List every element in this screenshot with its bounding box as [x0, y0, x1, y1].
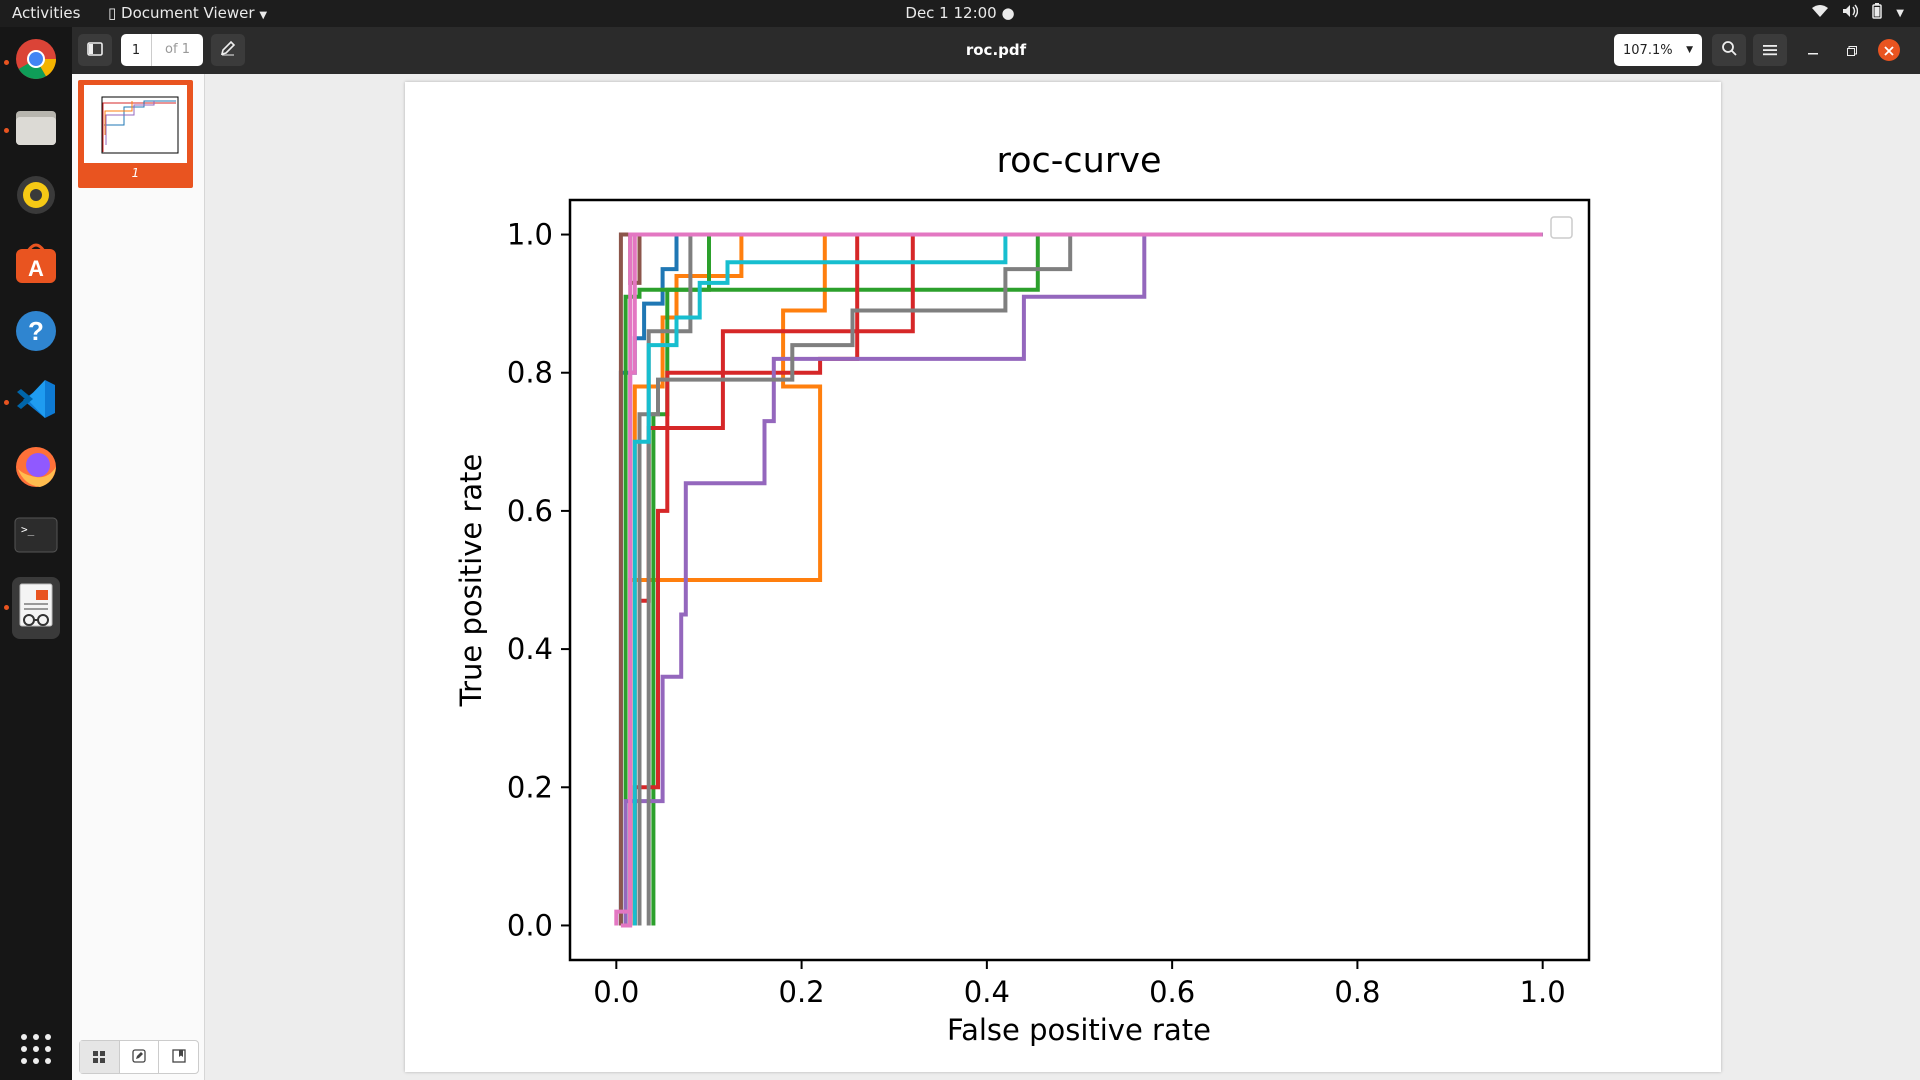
minimize-icon	[1808, 41, 1818, 60]
dock-chrome[interactable]	[12, 37, 60, 85]
roc-series-line	[620, 232, 1543, 928]
sidebar-mode-switcher	[79, 1040, 199, 1074]
sidebar-icon	[87, 41, 103, 60]
y-tick-label: 1.0	[507, 218, 553, 252]
pdf-page: roc-curve 0.0 0.2 0.4 0.6 0.8 1.0 0.0 0.2 0.4 0.…	[405, 82, 1721, 1072]
dock-firefox[interactable]	[12, 445, 60, 493]
roc-series-line	[628, 232, 1543, 926]
svg-text:>_: >_	[21, 523, 35, 536]
vscode-icon	[15, 378, 57, 424]
system-tray[interactable]: ▼	[1812, 3, 1904, 23]
chevron-down-icon: ▼	[259, 10, 268, 21]
firefox-icon	[14, 445, 58, 493]
app-menu-label: Document Viewer	[121, 4, 255, 22]
annotate-button[interactable]	[211, 34, 245, 66]
y-tick-label: 0.0	[507, 908, 553, 942]
hamburger-icon	[1763, 41, 1777, 60]
close-icon	[1884, 41, 1894, 60]
wifi-icon	[1812, 4, 1829, 22]
dock-terminal[interactable]: >_	[12, 513, 60, 561]
restore-button[interactable]	[1841, 39, 1863, 61]
thumbnail-preview	[84, 85, 187, 163]
annotation-icon	[132, 1048, 146, 1067]
pencil-icon	[220, 40, 236, 60]
thumbnail-sidebar: 1	[72, 74, 205, 1080]
document-viewer-icon	[16, 582, 56, 634]
dock-rhythmbox[interactable]	[12, 173, 60, 221]
roc-series-line	[632, 232, 1543, 926]
legend-box	[1550, 216, 1573, 239]
x-tick-label: 0.8	[1334, 975, 1380, 1009]
thumbnails-icon	[93, 1048, 106, 1067]
app-menu[interactable]: ▯ Document Viewer ▼	[108, 4, 267, 22]
roc-series-line	[623, 232, 1543, 926]
y-axis-label: True positive rate	[454, 454, 488, 708]
help-icon: ?	[14, 309, 58, 357]
dock-software[interactable]: A	[12, 241, 60, 289]
y-tick-label: 0.6	[507, 494, 553, 528]
restore-icon	[1847, 41, 1857, 60]
chevron-down-icon: ▼	[1686, 45, 1693, 55]
minimize-button[interactable]	[1802, 39, 1824, 61]
thumbnail-page-label: 1	[131, 166, 140, 180]
files-icon	[14, 107, 58, 151]
terminal-icon: >_	[14, 517, 58, 557]
bookmark-icon	[172, 1048, 186, 1067]
page-number-input[interactable]	[121, 34, 151, 66]
x-tick-label: 0.2	[779, 975, 825, 1009]
bookmarks-tab[interactable]	[158, 1041, 198, 1073]
x-tick-label: 0.6	[1149, 975, 1195, 1009]
x-tick-label: 0.0	[593, 975, 639, 1009]
menu-button[interactable]	[1753, 34, 1787, 66]
roc-series-line	[637, 232, 1543, 926]
show-apps-button[interactable]	[12, 1027, 60, 1075]
page-selector: of 1	[121, 34, 203, 66]
top-bar: Activities ▯ Document Viewer ▼ Dec 1 12:…	[0, 0, 1920, 27]
volume-icon	[1842, 4, 1859, 22]
thumbnails-tab[interactable]	[80, 1041, 119, 1073]
dock: A ? >_	[0, 27, 72, 1080]
page-total-label: of 1	[151, 34, 203, 66]
grid-icon	[20, 1033, 52, 1069]
annotations-tab[interactable]	[118, 1041, 159, 1073]
x-axis-label: False positive rate	[947, 1013, 1211, 1047]
chevron-down-icon: ▼	[1896, 7, 1904, 19]
dock-vscode[interactable]	[12, 377, 60, 425]
dock-help[interactable]: ?	[12, 309, 60, 357]
zoom-level: 107.1%	[1623, 42, 1673, 58]
search-button[interactable]	[1712, 34, 1746, 66]
chart-title: roc-curve	[997, 141, 1162, 181]
software-icon: A	[14, 241, 58, 289]
svg-text:A: A	[28, 256, 44, 281]
zoom-selector[interactable]: 107.1% ▼	[1614, 34, 1702, 66]
dock-files[interactable]	[12, 105, 60, 153]
search-icon	[1721, 40, 1737, 60]
svg-text:?: ?	[28, 316, 44, 346]
y-tick-label: 0.4	[507, 632, 553, 666]
sidebar-toggle-button[interactable]	[78, 34, 112, 66]
roc-chart: roc-curve 0.0 0.2 0.4 0.6 0.8 1.0 0.0 0.2 0.4 0.…	[454, 141, 1591, 1047]
header-bar: of 1 roc.pdf 107.1% ▼	[72, 27, 1920, 74]
x-tick-label: 1.0	[1520, 975, 1566, 1009]
plot-frame	[568, 198, 1591, 962]
activities-button[interactable]: Activities	[12, 4, 81, 22]
close-button[interactable]	[1878, 39, 1900, 61]
page-thumbnail[interactable]: 1	[78, 80, 193, 188]
clock[interactable]: Dec 1 12:00	[905, 4, 997, 22]
document-view[interactable]: roc-curve 0.0 0.2 0.4 0.6 0.8 1.0 0.0 0.2 0.4 0.…	[205, 74, 1920, 1080]
y-tick-label: 0.2	[507, 770, 553, 804]
notification-dot-icon: ●	[1001, 4, 1015, 22]
roc-series-line	[637, 232, 1543, 926]
x-tick-label: 0.4	[964, 975, 1010, 1009]
battery-icon	[1872, 3, 1883, 23]
document-viewer-small-icon: ▯	[108, 4, 117, 22]
rhythmbox-icon	[16, 175, 56, 219]
dock-document-viewer[interactable]	[12, 577, 60, 639]
chrome-icon	[14, 37, 58, 85]
y-tick-label: 0.8	[507, 356, 553, 390]
